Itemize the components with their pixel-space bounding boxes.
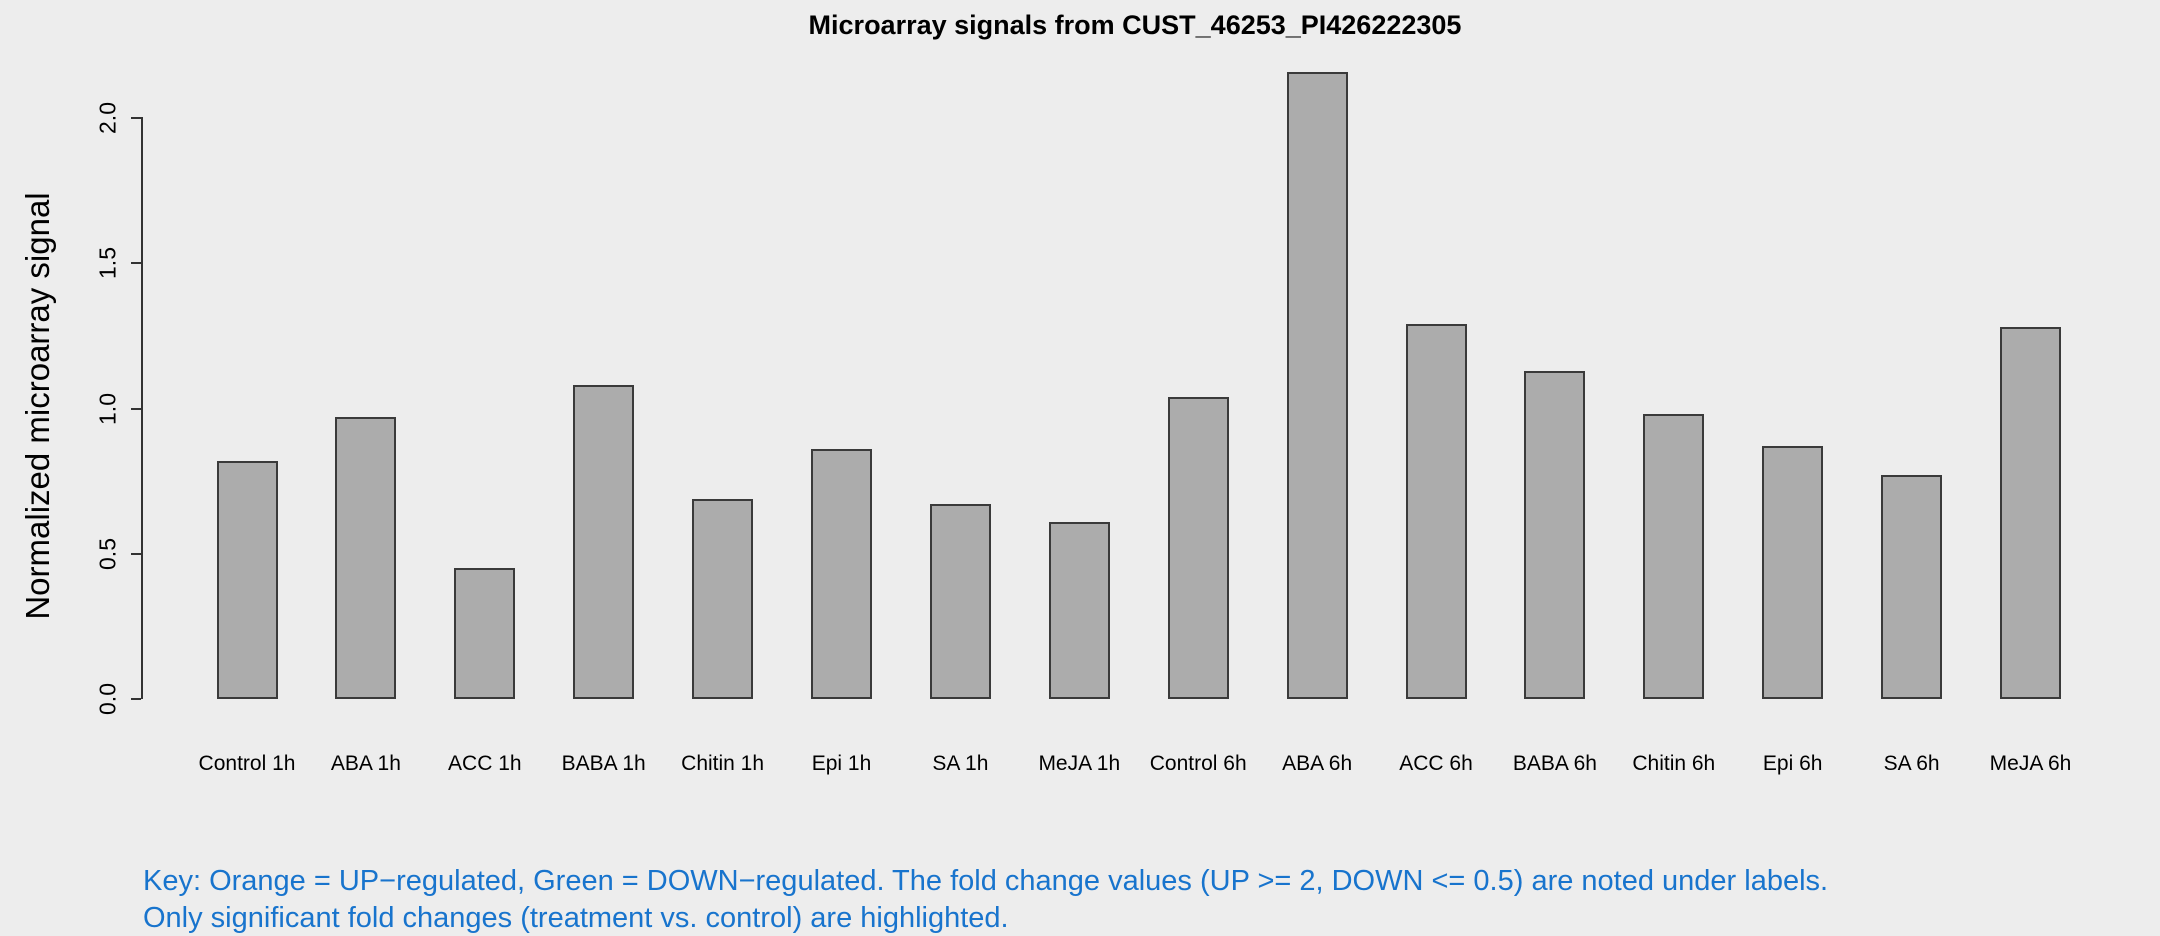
x-category-label: Chitin 6h xyxy=(1632,752,1716,775)
y-tick-label: 1.0 xyxy=(94,392,121,425)
key-note-line2: Only significant fold changes (treatment… xyxy=(143,902,1009,934)
bar xyxy=(1405,324,1467,699)
key-note-line1: Key: Orange = UP−regulated, Green = DOWN… xyxy=(143,865,1829,897)
bar xyxy=(1524,370,1586,699)
y-tick xyxy=(131,262,141,265)
bar xyxy=(1167,396,1229,699)
y-tick-label: 1.5 xyxy=(94,247,121,280)
bar xyxy=(1286,71,1348,699)
x-category-label: ACC 6h xyxy=(1399,752,1473,775)
bar xyxy=(692,498,754,699)
y-tick xyxy=(131,117,141,119)
x-category-label: BABA 6h xyxy=(1512,752,1597,775)
bar xyxy=(1643,414,1705,699)
y-tick xyxy=(131,698,141,700)
x-category-label: Epi 6h xyxy=(1762,752,1823,775)
bar xyxy=(1762,446,1824,699)
bar xyxy=(1881,475,1943,699)
x-category-label: BABA 1h xyxy=(561,752,646,775)
x-category-label: Control 1h xyxy=(198,752,296,775)
x-category-label: Control 6h xyxy=(1149,752,1247,775)
y-axis-line xyxy=(141,117,143,699)
y-tick xyxy=(131,407,141,410)
x-category-label: ABA 1h xyxy=(330,752,401,775)
bar xyxy=(454,568,516,699)
bar xyxy=(929,504,991,699)
y-tick-label: 0.5 xyxy=(94,537,121,570)
bar xyxy=(335,417,397,699)
y-tick-label: 0.0 xyxy=(94,683,121,715)
x-category-label: Chitin 1h xyxy=(681,752,765,775)
y-tick-label: 2.0 xyxy=(94,102,121,134)
x-category-label: SA 6h xyxy=(1883,752,1940,775)
bar xyxy=(216,460,278,699)
chart-title: Microarray signals from CUST_46253_PI426… xyxy=(808,10,1462,40)
x-category-label: SA 1h xyxy=(932,752,989,775)
bar xyxy=(1048,521,1110,699)
x-category-label: ABA 6h xyxy=(1282,752,1353,775)
key-note: Key: Orange = UP−regulated, Green = DOWN… xyxy=(143,863,1828,936)
x-category-label: MeJA 6h xyxy=(1989,752,2072,775)
bar xyxy=(573,385,635,699)
y-axis-label: Normalized microarray signal xyxy=(19,192,56,620)
x-category-label: ACC 1h xyxy=(448,752,522,775)
bar xyxy=(2000,327,2061,699)
y-tick xyxy=(131,552,141,555)
bar xyxy=(811,449,872,699)
x-category-label: Epi 1h xyxy=(811,752,872,775)
x-category-label: MeJA 1h xyxy=(1038,752,1121,775)
